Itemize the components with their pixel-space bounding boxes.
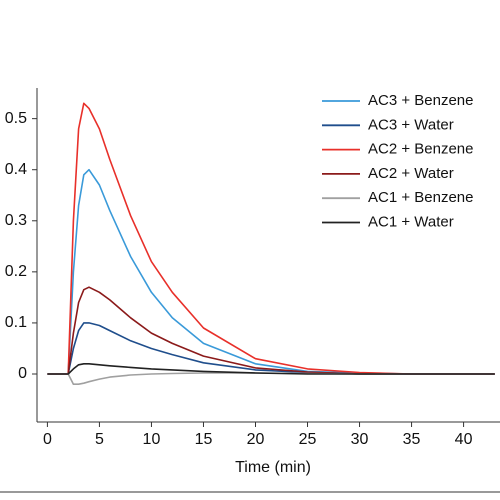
y-tick-label: 0.5: [5, 110, 27, 127]
y-tick-label: 0.1: [5, 314, 27, 331]
x-tick-label: 10: [143, 431, 161, 448]
legend-label: AC2 + Water: [368, 165, 454, 182]
x-tick-label: 35: [403, 431, 421, 448]
legend-label: AC1 + Water: [368, 213, 454, 230]
series-line: [47, 362, 495, 375]
series-line: [47, 102, 495, 375]
y-tick-label: 0: [18, 365, 27, 382]
legend-label: AC2 + Benzene: [368, 141, 474, 158]
legend-label: AC3 + Benzene: [368, 92, 474, 109]
legend-label: AC1 + Benzene: [368, 189, 474, 206]
x-tick-label: 40: [455, 431, 473, 448]
y-tick-label: 0.2: [5, 263, 27, 280]
x-tick-label: 25: [299, 431, 317, 448]
x-tick-label: 15: [195, 431, 213, 448]
x-axis-label: Time (min): [235, 459, 311, 476]
x-tick-label: 5: [95, 431, 104, 448]
x-tick-label: 20: [247, 431, 265, 448]
x-tick-label: 0: [43, 431, 52, 448]
y-tick-label: 0.3: [5, 212, 27, 229]
legend-label: AC3 + Water: [368, 116, 454, 133]
x-tick-label: 30: [351, 431, 369, 448]
y-tick-label: 0.4: [5, 161, 27, 178]
